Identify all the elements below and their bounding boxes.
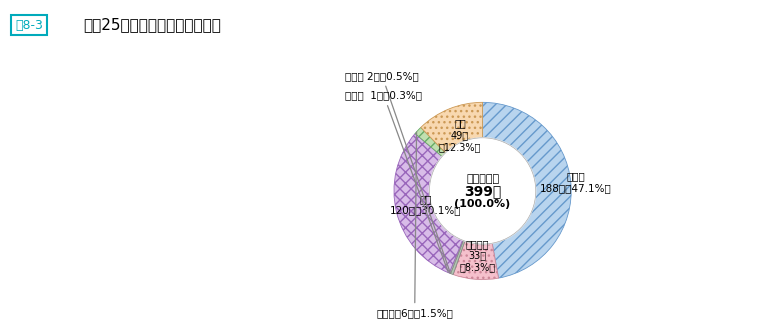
Text: 中南米　6人（1.5%）: 中南米 6人（1.5%）	[376, 132, 453, 318]
Text: 派遣者総数: 派遣者総数	[466, 175, 499, 185]
Text: (100.0%): (100.0%)	[454, 199, 511, 209]
Wedge shape	[449, 240, 464, 274]
Text: 北米
49人
（12.3%）: 北米 49人 （12.3%）	[439, 119, 481, 152]
Wedge shape	[421, 102, 483, 153]
Wedge shape	[394, 134, 463, 273]
Text: 図8-3: 図8-3	[15, 19, 43, 31]
Wedge shape	[451, 241, 465, 274]
Circle shape	[429, 138, 536, 244]
Text: アフリカ
33人
（8.3%）: アフリカ 33人 （8.3%）	[460, 239, 496, 272]
Text: アジア
188人（47.1%）: アジア 188人（47.1%）	[540, 172, 612, 193]
Wedge shape	[453, 241, 499, 280]
Text: 欧州
120人（30.1%）: 欧州 120人（30.1%）	[390, 194, 461, 216]
Text: 399人: 399人	[464, 184, 501, 198]
Text: 大洋州  1人（0.3%）: 大洋州 1人（0.3%）	[345, 90, 448, 272]
Text: 中東　 2人（0.5%）: 中東 2人（0.5%）	[345, 71, 451, 273]
Wedge shape	[415, 127, 445, 156]
Wedge shape	[483, 102, 572, 278]
Text: 平成25年度末派遣先地域別状況: 平成25年度末派遣先地域別状況	[84, 18, 221, 32]
